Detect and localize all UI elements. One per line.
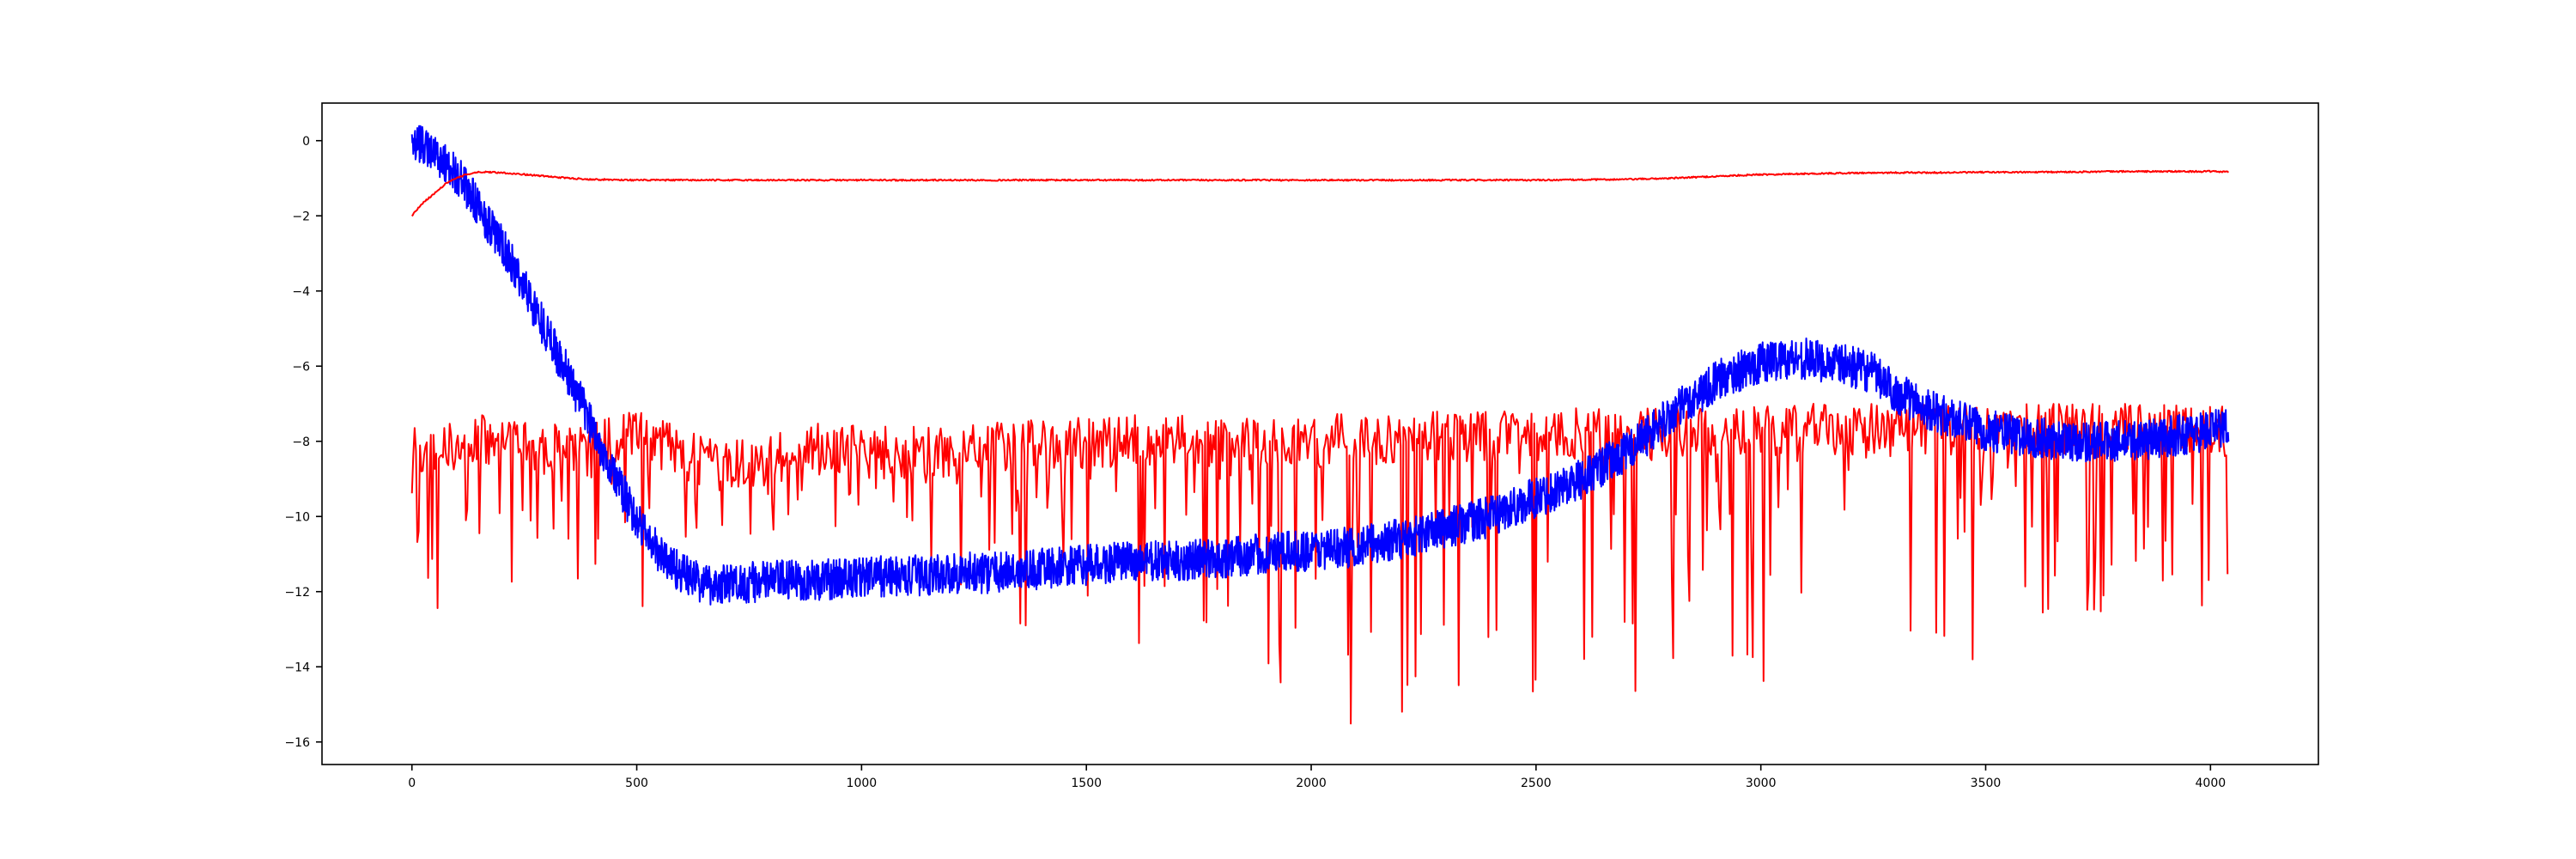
x-tick-label: 2500 [1521,777,1552,790]
y-tick-label: −4 [292,285,310,299]
series-layer [410,125,2230,725]
x-tick-label: 3000 [1746,777,1777,790]
y-tick-label: −8 [292,436,310,449]
series-line-1 [410,169,2229,217]
y-tick-label: −10 [284,510,310,524]
series-line-0 [410,125,2230,606]
x-axis: 0 500 1000 1500 2000 2500 3000 3500 4000 [408,765,2226,790]
x-tick-label: 2000 [1296,777,1327,790]
series-line-2 [410,403,2229,725]
plot-frame [321,102,2319,765]
y-tick-label: −14 [284,661,310,674]
y-tick-label: −6 [292,360,310,374]
y-tick-label: −2 [292,210,310,223]
y-tick-label: 0 [302,135,310,149]
y-tick-label: −16 [284,736,310,750]
x-tick-label: 1000 [847,777,878,790]
x-tick-label: 500 [625,777,648,790]
y-tick-label: −12 [284,586,310,600]
x-tick-label: 3500 [1971,777,2002,790]
x-tick-label: 4000 [2196,777,2227,790]
x-tick-label: 1500 [1071,777,1102,790]
x-tick-label: 0 [408,777,416,790]
y-axis: 0 −2 −4 −6 −8 −10 −12 −14 −16 [284,135,322,750]
